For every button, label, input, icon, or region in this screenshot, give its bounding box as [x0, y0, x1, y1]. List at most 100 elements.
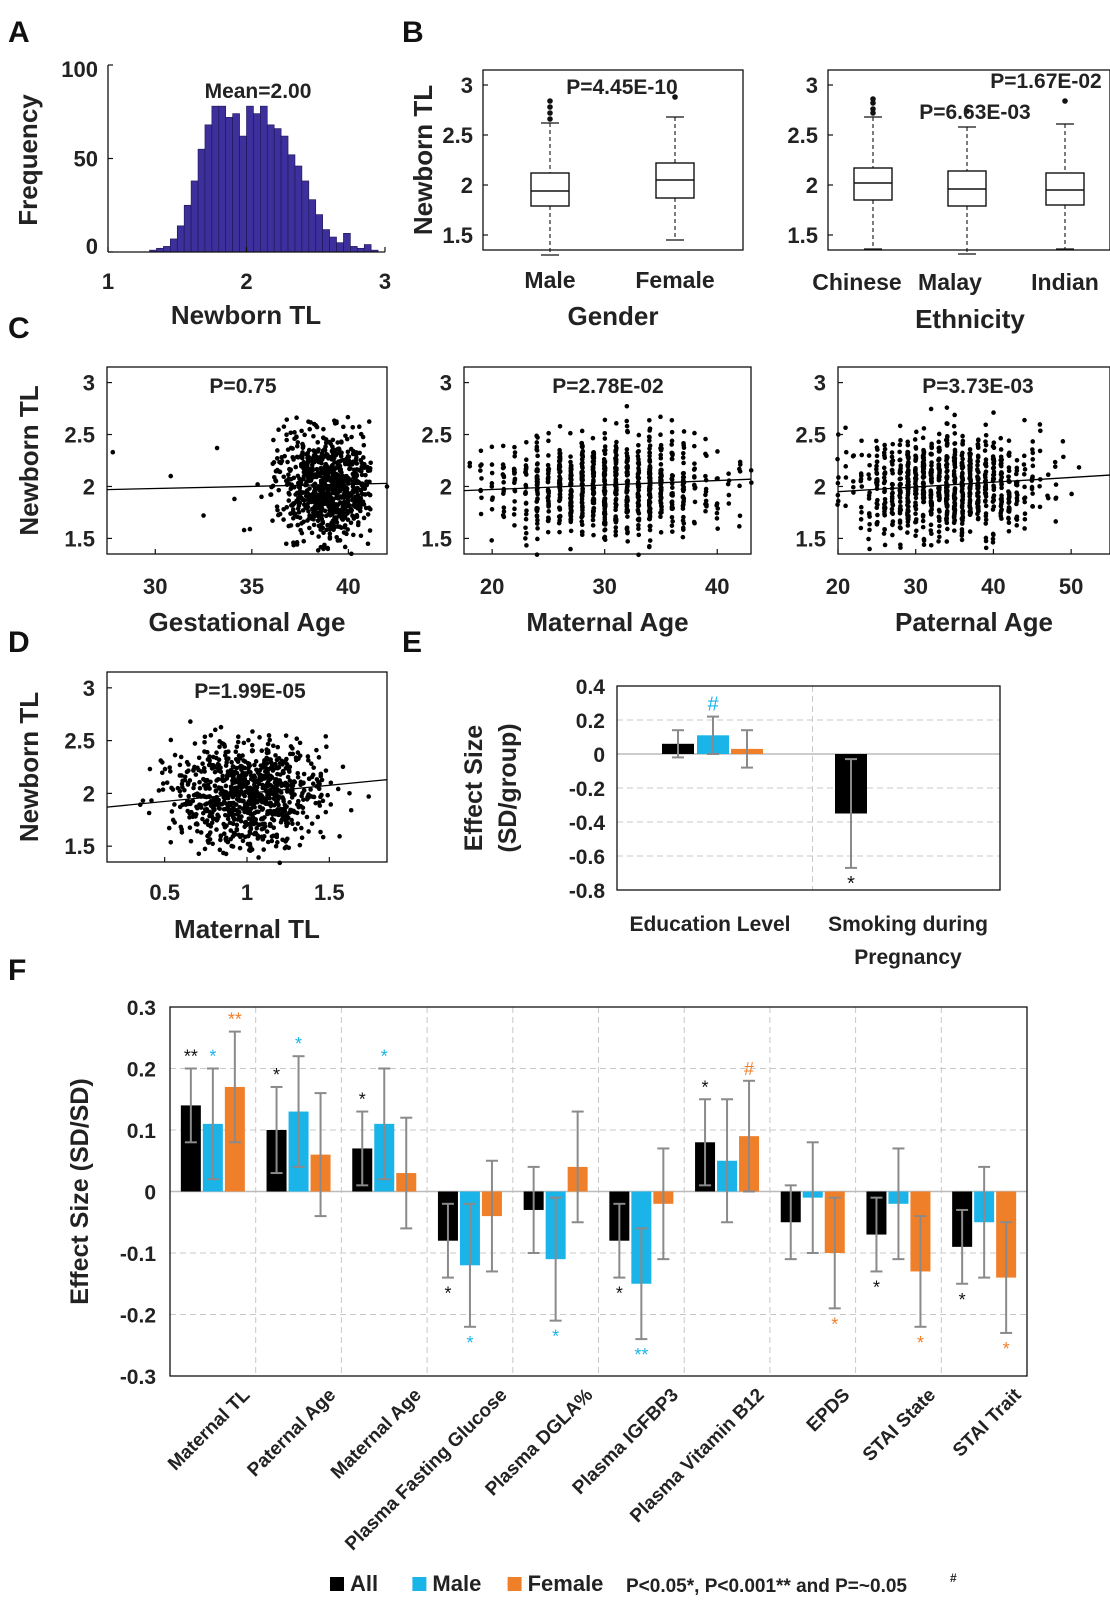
scatter-point: [214, 827, 219, 832]
scatter-point: [294, 415, 299, 420]
scatter-point: [703, 508, 708, 514]
maternal-age-scatter-y-tick-label: 1.5: [421, 526, 452, 551]
scatter-point: [921, 538, 927, 543]
scatter-point: [691, 519, 697, 525]
ethnicity-category-label: Chinese: [812, 269, 901, 295]
scatter-point: [330, 509, 336, 514]
scatter-point: [602, 489, 608, 494]
scatter-point: [858, 517, 864, 522]
scatter-point: [851, 484, 856, 490]
scatter-point: [225, 813, 231, 818]
effect-f-significance-mark: *: [616, 1284, 623, 1304]
scatter-point: [289, 817, 294, 823]
scatter-point: [307, 499, 312, 505]
maternal-tl-scatter-p-value: P=1.99E-05: [194, 680, 306, 703]
effect-f-significance-mark: *: [831, 1314, 838, 1334]
scatter-point: [282, 802, 288, 808]
scatter-point: [967, 491, 973, 497]
scatter-point: [218, 769, 224, 775]
scatter-point: [350, 451, 356, 457]
scatter-point: [580, 529, 585, 535]
scatter-point: [726, 492, 732, 498]
scatter-point: [535, 453, 540, 459]
scatter-point: [257, 772, 262, 778]
scatter-point: [227, 802, 233, 807]
scatter-point: [185, 808, 191, 814]
scatter-point: [253, 759, 259, 764]
scatter-point: [715, 526, 720, 531]
scatter-point: [859, 484, 865, 489]
scatter-point: [329, 464, 334, 470]
scatter-point: [343, 433, 348, 439]
scatter-point: [913, 533, 918, 539]
scatter-point: [260, 765, 266, 770]
scatter-point: [479, 495, 484, 501]
scatter-point: [726, 471, 731, 477]
scatter-point: [1037, 504, 1043, 510]
scatter-point: [669, 500, 675, 505]
scatter-point: [193, 772, 199, 777]
scatter-point: [186, 768, 191, 773]
scatter-point: [354, 471, 359, 477]
scatter-point: [952, 461, 957, 466]
scatter-point: [221, 831, 227, 837]
scatter-point: [890, 501, 895, 507]
scatter-point: [275, 507, 280, 513]
scatter-point: [881, 465, 887, 471]
scatter-point: [512, 467, 517, 473]
effect-f-y-tick-label: -0.3: [120, 1366, 156, 1389]
scatter-point: [311, 433, 316, 439]
histogram-bar: [266, 124, 275, 253]
scatter-point: [250, 812, 255, 817]
scatter-point: [897, 442, 903, 448]
scatter-point: [906, 499, 911, 505]
histogram-bar: [232, 113, 240, 253]
maternal-tl-scatter-x-label: Maternal TL: [174, 914, 320, 944]
scatter-point: [913, 519, 919, 525]
scatter-point: [324, 468, 329, 473]
scatter-point: [339, 470, 344, 475]
box-outlier: [547, 98, 553, 104]
scatter-point: [318, 502, 323, 508]
scatter-point: [478, 463, 483, 469]
effect-e-y-tick-label: -0.4: [569, 812, 606, 835]
scatter-point: [737, 524, 742, 529]
scatter-point: [218, 724, 224, 730]
scatter-point: [318, 829, 323, 835]
scatter-point: [905, 451, 910, 456]
scatter-point: [898, 466, 903, 471]
scatter-point: [301, 771, 307, 777]
scatter-point: [524, 508, 529, 513]
scatter-point: [936, 539, 941, 544]
scatter-point: [624, 489, 630, 495]
scatter-point: [203, 786, 209, 791]
scatter-point: [959, 483, 965, 489]
box-outlier: [547, 110, 553, 116]
scatter-point: [288, 430, 294, 436]
scatter-point: [636, 432, 642, 438]
scatter-point: [748, 468, 754, 473]
scatter-point: [110, 449, 116, 455]
scatter-point: [338, 500, 343, 505]
scatter-point: [207, 809, 213, 815]
scatter-point: [295, 473, 301, 479]
scatter-point: [210, 841, 215, 847]
scatter-point: [882, 471, 888, 477]
scatter-point: [936, 457, 942, 462]
scatter-point: [307, 426, 313, 432]
histogram-bar: [315, 214, 323, 253]
scatter-point: [304, 488, 310, 493]
scatter-point: [960, 500, 965, 506]
scatter-point: [190, 798, 196, 804]
histogram-y-tick-label: 50: [74, 147, 98, 172]
scatter-point: [613, 421, 619, 426]
scatter-point: [921, 499, 927, 505]
scatter-point: [367, 528, 373, 533]
scatter-point: [350, 471, 356, 477]
scatter-point: [323, 768, 329, 773]
scatter-point: [920, 475, 926, 480]
scatter-point: [959, 529, 965, 535]
scatter-point: [294, 434, 299, 439]
scatter-point: [322, 508, 328, 514]
scatter-point: [501, 480, 506, 485]
